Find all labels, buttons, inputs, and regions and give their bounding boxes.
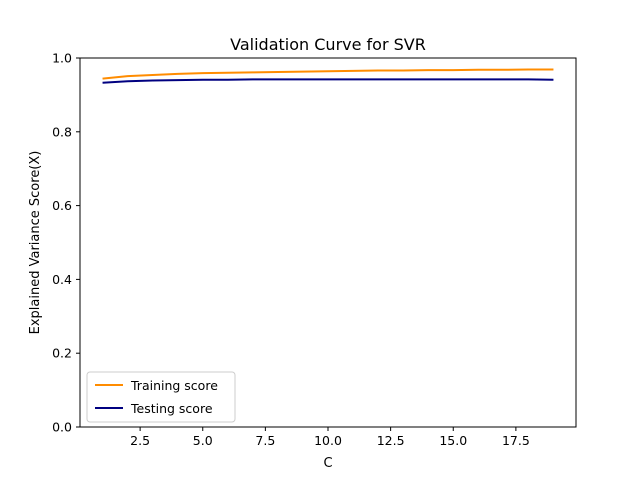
- ticks-layer: 2.5 5.0 7.5 10.0 12.5 15.0 17.5 0.0 0.2 0.4 0.6 0.8…: [52, 51, 530, 449]
- x-tick-label: 2.5: [130, 433, 150, 448]
- series-line-training-score: [102, 68, 554, 80]
- y-tick-label: 0.4: [52, 272, 72, 287]
- legend: Training score Testing score: [86, 371, 236, 423]
- legend-label-testing: Testing score: [130, 401, 213, 416]
- x-tick-label: 10.0: [314, 433, 342, 448]
- x-axis-label: C: [323, 456, 332, 471]
- x-tick-label: 7.5: [255, 433, 275, 448]
- series-layer: [102, 68, 554, 84]
- y-tick-label: 0.2: [52, 346, 72, 361]
- y-tick-label: 0.6: [52, 198, 72, 213]
- x-tick-label: 15.0: [439, 433, 467, 448]
- chart-title: Validation Curve for SVR: [230, 35, 426, 54]
- legend-label-training: Training score: [130, 378, 218, 393]
- legend-box: [86, 371, 236, 423]
- x-tick-label: 12.5: [377, 433, 405, 448]
- y-tick-label: 0.0: [52, 420, 72, 435]
- y-tick-label: 1.0: [52, 51, 72, 66]
- series-line-testing-score: [102, 78, 554, 84]
- x-tick-label: 17.5: [502, 433, 530, 448]
- x-tick-label: 5.0: [193, 433, 213, 448]
- plot-area-frame: [79, 57, 577, 428]
- y-tick-label: 0.8: [52, 124, 72, 139]
- y-axis-label: Explained Variance Score(X): [28, 151, 43, 335]
